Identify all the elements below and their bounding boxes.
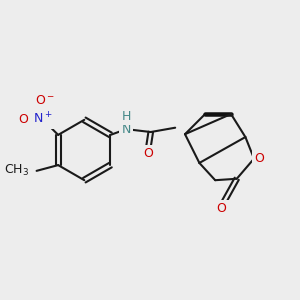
Text: O: O [19,112,28,126]
Text: N: N [122,123,131,136]
Text: CH$_3$: CH$_3$ [4,163,29,178]
Text: N$^+$: N$^+$ [33,111,52,127]
Text: H: H [122,110,131,123]
Text: O$^-$: O$^-$ [35,94,55,107]
Text: O: O [143,147,153,160]
Text: O: O [254,152,264,165]
Text: O: O [217,202,226,215]
